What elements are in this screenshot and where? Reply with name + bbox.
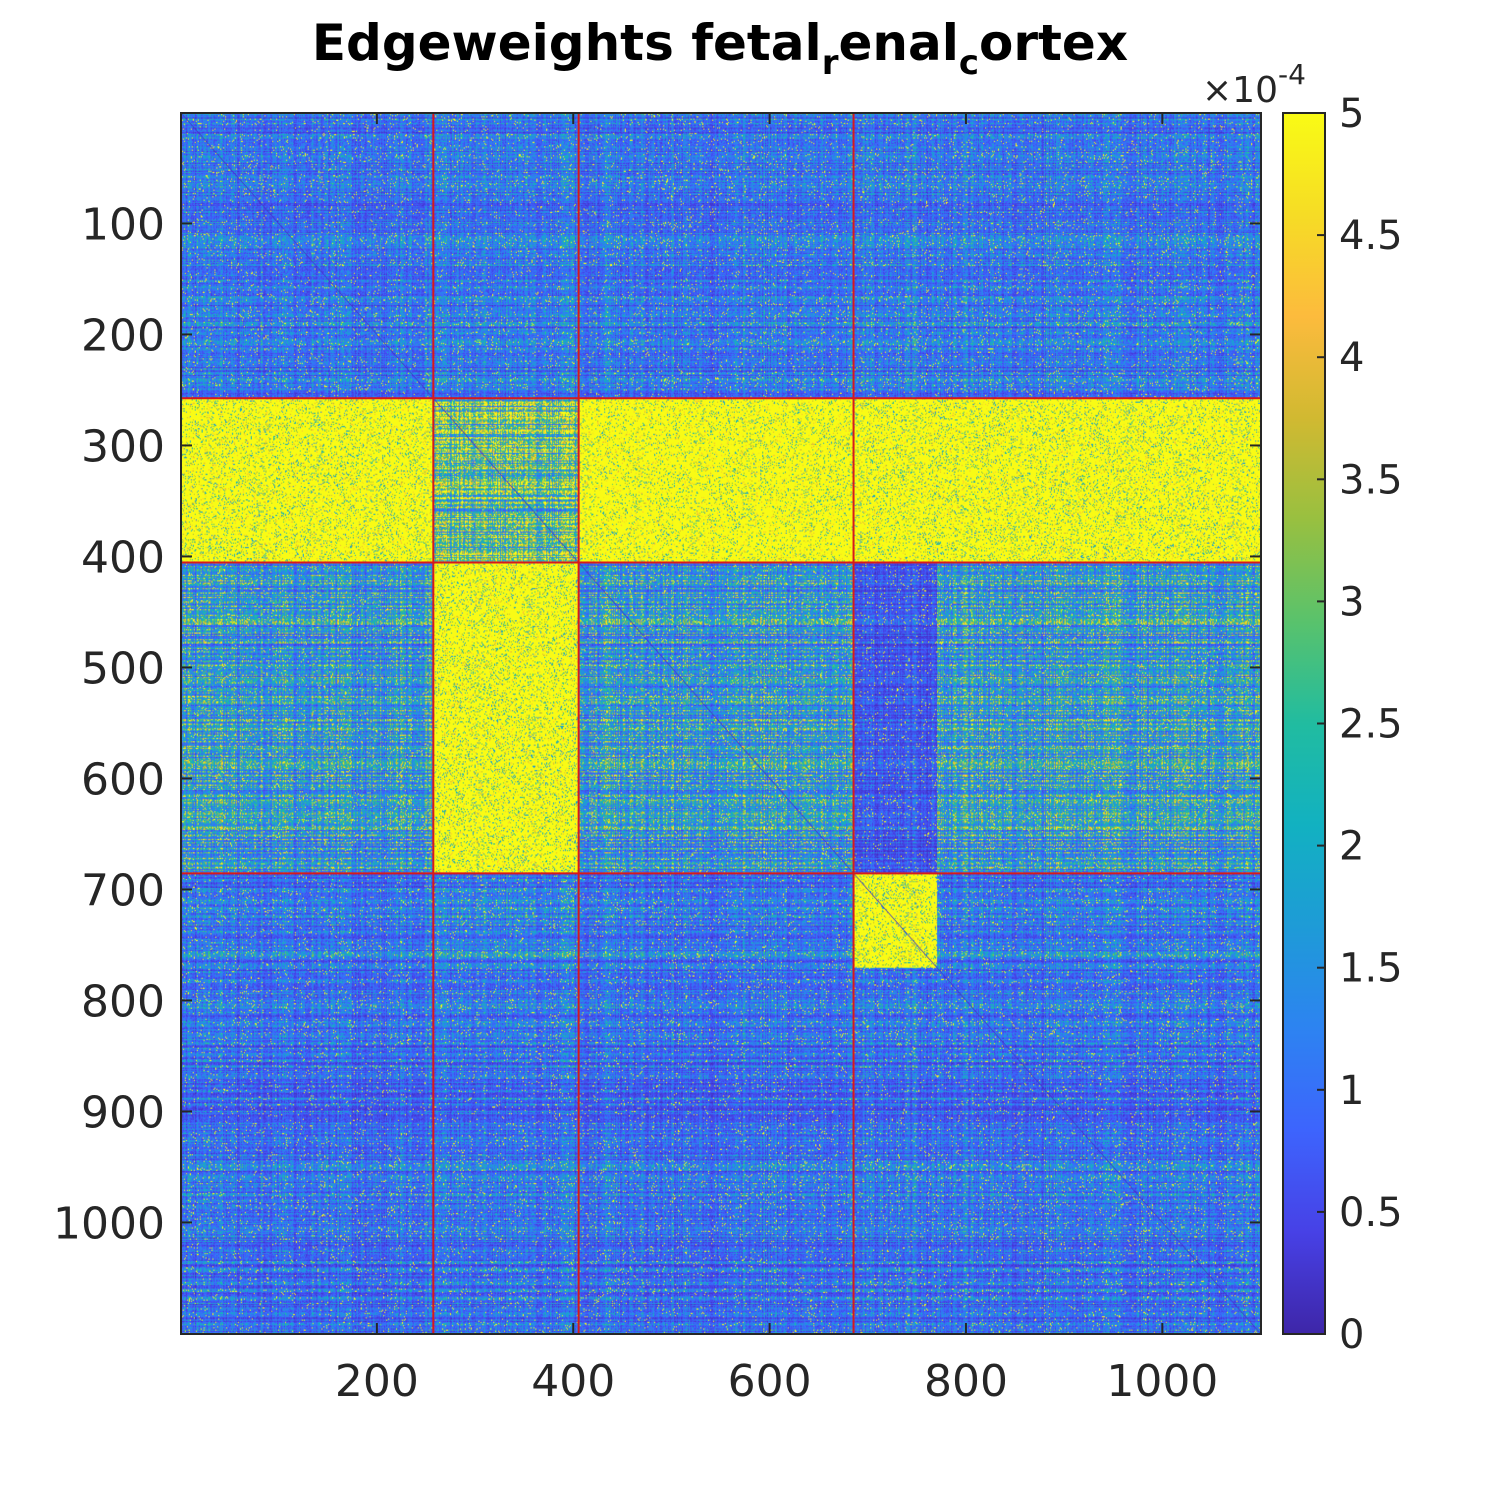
colorbar-tick-label-0: 0 bbox=[1339, 1312, 1364, 1358]
colorbar-multiplier: ×10-4 bbox=[1202, 58, 1306, 111]
colorbar-ticks: 0 0.5 1 1.5 2 2.5 3 3.5 4 4.5 5 bbox=[1317, 91, 1403, 1358]
y-tick-label-3: 400 bbox=[81, 532, 165, 583]
colorbar-multiplier-exponent: -4 bbox=[1278, 58, 1306, 91]
x-tick-label-2: 600 bbox=[728, 1356, 812, 1407]
y-tick-label-6: 700 bbox=[81, 865, 165, 916]
y-tick-label-8: 900 bbox=[81, 1087, 165, 1138]
colorbar-tick-label-3: 1.5 bbox=[1339, 946, 1403, 992]
chart-title: Edgeweights fetalrenalcortex bbox=[0, 14, 1440, 80]
x-axis: 200 400 600 800 1000 bbox=[335, 113, 1218, 1407]
colorbar: 0 0.5 1 1.5 2 2.5 3 3.5 4 4.5 5 ×10-4 bbox=[1202, 58, 1403, 1358]
y-tick-label-0: 100 bbox=[81, 199, 165, 250]
y-tick-label-1: 200 bbox=[81, 310, 165, 361]
colorbar-tick-label-10: 5 bbox=[1339, 91, 1364, 137]
cluster-boundary-lines bbox=[181, 113, 1261, 1334]
heatmap-image bbox=[181, 113, 1261, 1334]
title-subscript-1: c bbox=[958, 43, 980, 83]
title-part-2: ortex bbox=[979, 14, 1129, 72]
plot-area bbox=[180, 112, 1262, 1335]
x-tick-label-4: 1000 bbox=[1106, 1356, 1218, 1407]
colorbar-multiplier-base: ×10 bbox=[1202, 70, 1278, 111]
title-part-1: enal bbox=[838, 14, 959, 72]
colorbar-tick-label-2: 1 bbox=[1339, 1068, 1364, 1114]
colorbar-tick-label-8: 4 bbox=[1339, 335, 1364, 381]
colorbar-tick-label-6: 3 bbox=[1339, 579, 1364, 625]
x-tick-label-3: 800 bbox=[924, 1356, 1008, 1407]
title-part-0: Edgeweights fetal bbox=[311, 14, 822, 72]
colorbar-tick-label-7: 3.5 bbox=[1339, 457, 1403, 503]
y-tick-label-4: 500 bbox=[81, 643, 165, 694]
y-tick-label-5: 600 bbox=[81, 754, 165, 805]
x-tick-label-0: 200 bbox=[335, 1356, 419, 1407]
axes-frame bbox=[180, 112, 1262, 1335]
y-axis: 100 200 300 400 500 600 700 800 900 1000 bbox=[53, 199, 1261, 1249]
colorbar-tick-label-1: 0.5 bbox=[1339, 1190, 1403, 1236]
colorbar-tick-label-5: 2.5 bbox=[1339, 702, 1403, 748]
y-tick-label-2: 300 bbox=[81, 421, 165, 472]
title-subscript-0: r bbox=[821, 43, 839, 83]
y-tick-label-9: 1000 bbox=[53, 1198, 165, 1249]
colorbar-tick-label-9: 4.5 bbox=[1339, 213, 1403, 259]
x-tick-label-1: 400 bbox=[531, 1356, 615, 1407]
y-tick-label-7: 800 bbox=[81, 976, 165, 1027]
colorbar-tick-label-4: 2 bbox=[1339, 824, 1364, 870]
